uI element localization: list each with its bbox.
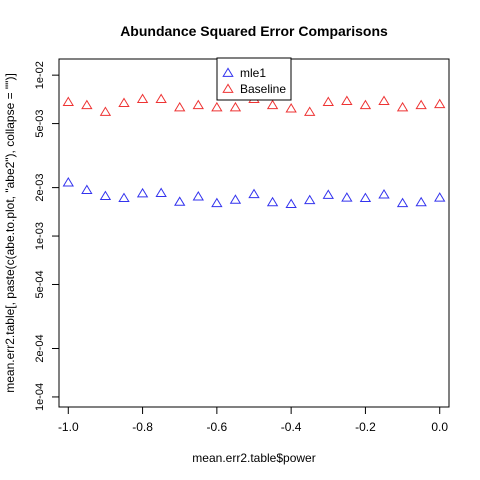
- data-point-baseline: [155, 93, 167, 103]
- data-point-baseline: [192, 99, 204, 110]
- x-tick-label: -0.6: [207, 420, 228, 434]
- data-point-mle1: [322, 189, 334, 199]
- y-tick-label: 1e-04: [34, 383, 46, 411]
- data-point-baseline: [62, 96, 74, 106]
- y-axis-label: mean.err2.table[, paste(c(abe.to.plot, "…: [3, 73, 17, 393]
- data-point-mle1: [359, 192, 372, 203]
- data-point-baseline: [174, 101, 186, 112]
- data-point-mle1: [192, 190, 204, 201]
- data-point-baseline: [118, 97, 130, 108]
- y-tick-label: 5e-03: [34, 110, 46, 138]
- data-point-baseline: [136, 93, 149, 103]
- data-point-baseline: [359, 99, 372, 110]
- y-tick-label: 1e-02: [34, 61, 46, 89]
- y-tick-label: 2e-03: [34, 174, 46, 202]
- data-point-baseline: [81, 99, 93, 110]
- data-point-mle1: [266, 196, 279, 207]
- data-point-mle1: [229, 194, 242, 204]
- data-point-baseline: [341, 95, 353, 105]
- data-point-baseline: [99, 106, 112, 116]
- legend-box: [216, 57, 292, 101]
- data-point-mle1: [248, 188, 260, 199]
- data-point-mle1: [136, 187, 149, 198]
- legend-label-baseline: Baseline: [240, 82, 286, 96]
- legend-marker-mle1: [222, 67, 234, 77]
- y-tick-label: 5e-04: [34, 270, 46, 298]
- data-point-baseline: [396, 101, 409, 112]
- data-point-mle1: [285, 198, 297, 208]
- legend-label-mle1: mle1: [240, 66, 266, 80]
- data-point-baseline: [415, 99, 427, 110]
- data-point-mle1: [378, 189, 390, 199]
- x-axis-label: mean.err2.table$power: [192, 451, 315, 465]
- chart-title: Abundance Squared Error Comparisons: [120, 23, 388, 39]
- data-point-mle1: [396, 197, 409, 208]
- data-point-baseline: [211, 101, 223, 112]
- data-point-baseline: [434, 98, 446, 109]
- y-axis: 1e-04 2e-04 5e-04 1e-03 2e-03 5e-03 1e-02: [34, 61, 60, 411]
- data-point-baseline: [378, 95, 390, 105]
- x-tick-label: -0.4: [281, 420, 302, 434]
- legend: mle1 Baseline: [216, 57, 292, 101]
- x-tick-label: 0.0: [431, 420, 448, 434]
- x-tick-label: -0.8: [132, 420, 153, 434]
- plot-frame: [58, 58, 450, 408]
- data-points: [62, 93, 446, 208]
- y-tick-label: 2e-04: [34, 334, 46, 362]
- data-point-mle1: [99, 190, 112, 201]
- data-point-mle1: [341, 192, 353, 202]
- data-point-baseline: [285, 102, 297, 113]
- data-point-mle1: [211, 197, 223, 208]
- data-point-baseline: [322, 96, 334, 106]
- data-point-baseline: [266, 99, 279, 110]
- y-tick-label: 1e-03: [34, 222, 46, 250]
- x-tick-label: -1.0: [58, 420, 79, 434]
- data-point-mle1: [155, 187, 167, 197]
- data-point-mle1: [81, 184, 93, 195]
- legend-marker-baseline: [222, 83, 234, 93]
- data-point-mle1: [118, 192, 130, 203]
- x-tick-label: -0.2: [355, 420, 376, 434]
- data-point-mle1: [415, 196, 427, 207]
- data-point-baseline: [304, 106, 316, 116]
- data-point-mle1: [62, 176, 74, 187]
- data-point-baseline: [229, 101, 242, 112]
- data-point-mle1: [304, 194, 316, 205]
- data-point-mle1: [434, 192, 446, 202]
- data-point-mle1: [174, 196, 186, 206]
- x-axis: -1.0 -0.8 -0.6 -0.4 -0.2 0.0: [58, 406, 448, 434]
